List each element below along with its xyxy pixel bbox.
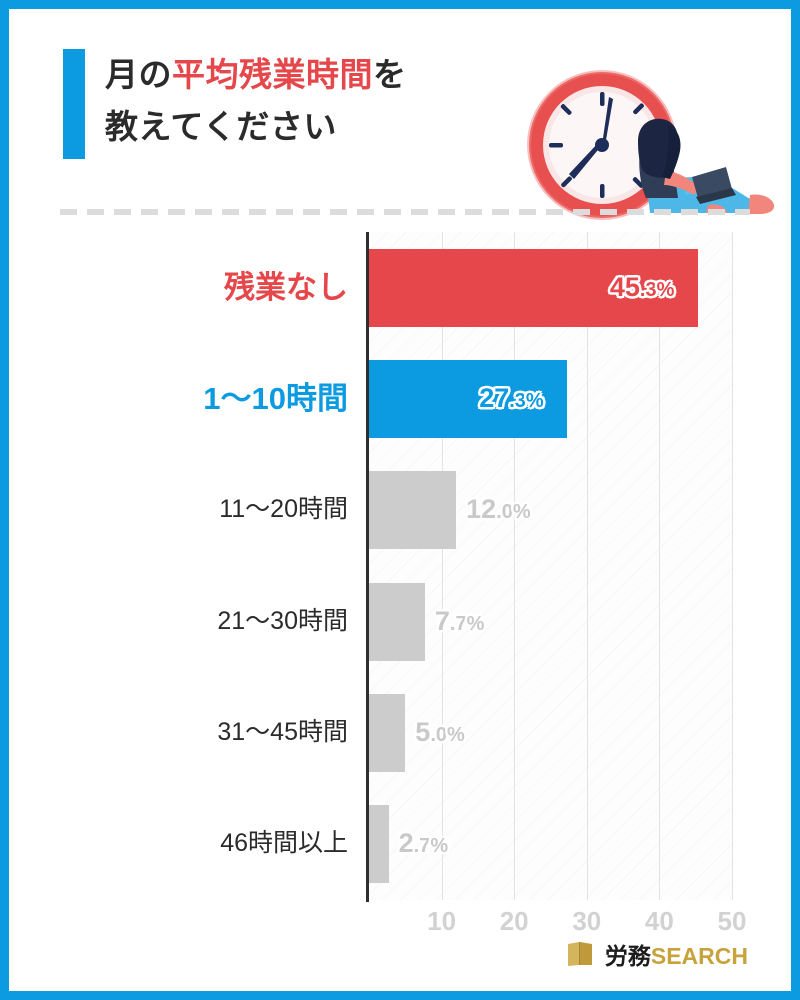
gridline-40 xyxy=(659,232,661,900)
bar-value-label: 2.7% xyxy=(398,828,449,859)
bar-value-label: 12.0% xyxy=(466,494,531,525)
logo-label-en: SEARCH xyxy=(650,943,748,969)
bar-category-label: 46時間以上 xyxy=(220,829,348,858)
bar-rectangle xyxy=(369,694,406,772)
gridline-20 xyxy=(514,232,516,900)
bar-value-label: 45.3% xyxy=(609,271,675,302)
x-tick-label-40: 40 xyxy=(644,906,674,936)
footer: 労務SEARCH xyxy=(0,940,800,985)
bar-rectangle xyxy=(369,805,389,884)
bar-category-label: 1〜10時間 xyxy=(203,381,348,416)
bar-value-label: 27.3% xyxy=(479,383,544,413)
book-icon xyxy=(566,940,596,973)
person-with-laptop-icon xyxy=(638,118,775,214)
bar-value-label: 7.7% xyxy=(434,605,485,636)
bar-category-label: 11〜20時間 xyxy=(219,495,348,524)
logo-label: 労務SEARCH xyxy=(605,945,748,968)
chart-plot-area xyxy=(369,232,732,900)
bar-chart: 残業なし 45.3% 1〜10時間 27.3% 11〜20時間 12.0% 21〜30時間 7… xyxy=(0,232,800,936)
gridline-30 xyxy=(586,232,588,900)
bar-category-label: 21〜30時間 xyxy=(217,606,348,635)
page-title: 月の平均残業時間を 教えてください xyxy=(105,49,535,153)
x-tick-label-30: 30 xyxy=(572,906,602,936)
title-prefix: 月の xyxy=(105,56,172,93)
bar-value-label: 5.0% xyxy=(415,717,465,747)
x-tick-label-20: 20 xyxy=(499,906,529,936)
header-divider xyxy=(60,209,750,215)
bar-category-label: 31〜45時間 xyxy=(217,718,348,746)
header: 月の平均残業時間を 教えてください xyxy=(15,15,785,220)
brand-logo[interactable]: 労務SEARCH xyxy=(566,940,748,973)
bar-category-label: 残業なし xyxy=(224,269,348,305)
clock-icon xyxy=(527,70,677,220)
bar-rectangle xyxy=(369,248,698,327)
bar-rectangle xyxy=(369,582,425,661)
logo-label-jp: 労務 xyxy=(604,943,651,969)
title-line-1: 月の平均残業時間を xyxy=(105,49,535,101)
bar-rectangle xyxy=(369,360,568,438)
title-accent-bar xyxy=(63,49,85,159)
title-highlight: 平均残業時間 xyxy=(172,56,373,93)
bar-rectangle xyxy=(369,471,457,550)
gridline-50 xyxy=(732,232,733,900)
title-line-2: 教えてください xyxy=(105,108,337,145)
x-tick-label-50: 50 xyxy=(717,906,747,936)
gridline-10 xyxy=(441,232,443,900)
title-suffix: を xyxy=(373,56,407,93)
chart-axis-line xyxy=(366,232,369,902)
clock-and-person-illustration xyxy=(510,67,780,227)
x-tick-label-10: 10 xyxy=(427,906,457,936)
